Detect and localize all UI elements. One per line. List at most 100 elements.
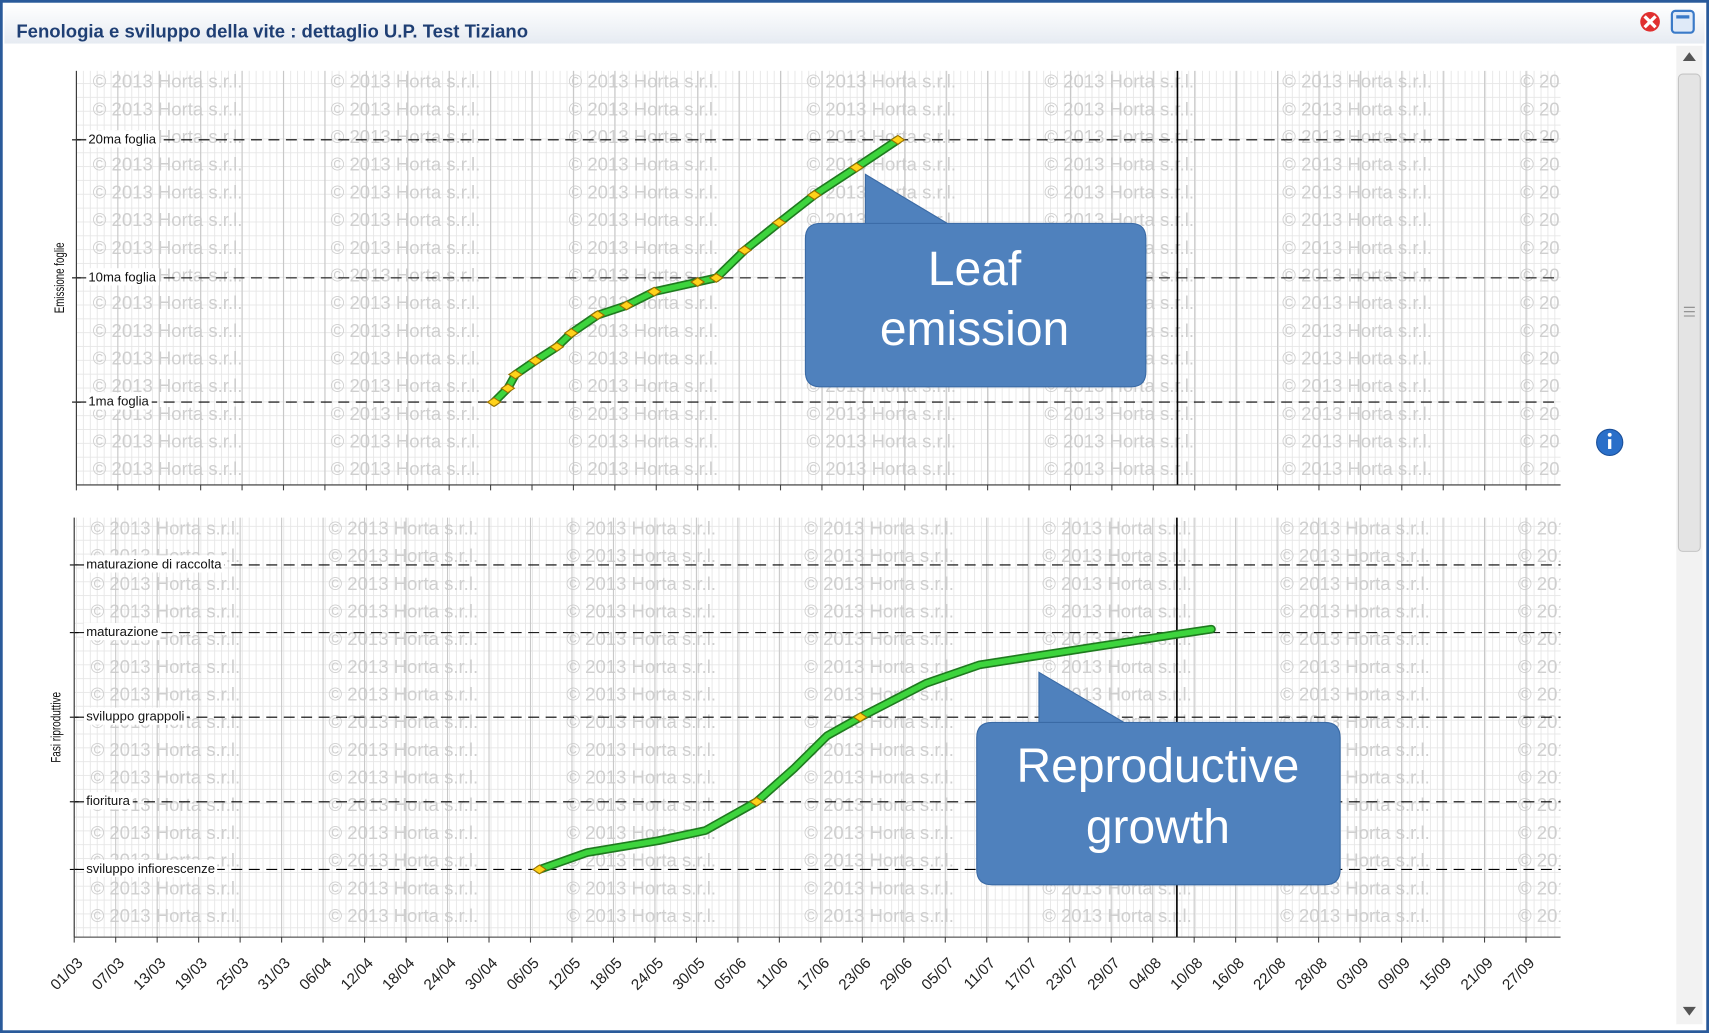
watermark: © 2013 Horta s.r.l.: [93, 320, 243, 341]
y-tick-label-bg: [86, 130, 159, 148]
watermark: © 2013 Horta s.r.l.: [1282, 237, 1432, 258]
watermark: © 2013 Horta s.r.l.: [569, 320, 719, 341]
marker: [486, 397, 502, 408]
watermark: © 2013 Horta s.r.l.: [806, 154, 956, 175]
watermark: © 2013 Horta s.r.l.: [566, 545, 716, 566]
watermark: © 2013 Horta s.r.l.: [331, 154, 481, 175]
watermark: © 2013 Horta s.r.l.: [1520, 237, 1670, 258]
watermark: © 2013 Horta s.r.l.: [328, 794, 478, 815]
watermark: © 2013 Horta s.r.l.: [1518, 739, 1668, 760]
watermark: © 2013 Horta s.r.l.: [328, 877, 478, 898]
watermark: © 2013 Horta s.r.l.: [331, 458, 481, 479]
close-button[interactable]: [1640, 11, 1660, 32]
watermark: © 2013 Horta s.r.l.: [804, 767, 954, 788]
y-axis-title: Fasi riproduttive: [48, 692, 64, 763]
watermark: © 2013 Horta s.r.l.: [1280, 628, 1430, 649]
y-tick-label-bg: [84, 859, 218, 877]
y-tick-label: 1ma foglia: [88, 394, 149, 409]
scrollbar[interactable]: [1676, 45, 1703, 1025]
watermark: © 2013 Horta s.r.l.: [806, 98, 956, 119]
y-tick-label: maturazione di raccolta: [86, 556, 222, 571]
watermark: © 2013 Horta s.r.l.: [1042, 545, 1192, 566]
watermark: © 2013 Horta s.r.l.: [1520, 154, 1670, 175]
watermark: © 2013 Horta s.r.l.: [566, 850, 716, 871]
watermark: © 2013 Horta s.r.l.: [1282, 431, 1432, 452]
watermark: © 2013 Horta s.r.l.: [91, 684, 241, 705]
watermark: © 2013 Horta s.r.l.: [1282, 403, 1432, 424]
callout-text: Leaf: [928, 243, 1022, 296]
watermark: © 2013 Horta s.r.l.: [1520, 264, 1670, 285]
watermark: © 2013 Horta s.r.l.: [1518, 517, 1668, 538]
watermark: © 2013 Horta s.r.l.: [1520, 71, 1670, 92]
watermark: © 2013 Horta s.r.l.: [566, 656, 716, 677]
watermark: © 2013 Horta s.r.l.: [1518, 905, 1668, 926]
y-tick-label-bg: [84, 707, 187, 725]
watermark: © 2013 Horta s.r.l.: [328, 545, 478, 566]
watermark: © 2013 Horta s.r.l.: [91, 656, 241, 677]
watermark: © 2013 Horta s.r.l.: [1280, 905, 1430, 926]
watermark: © 2013 Horta s.r.l.: [328, 517, 478, 538]
watermark: © 2013 Horta s.r.l.: [1282, 292, 1432, 313]
callout-text: growth: [1086, 801, 1230, 854]
watermark: © 2013 Horta s.r.l.: [93, 458, 243, 479]
marker: [737, 245, 753, 256]
watermark: © 2013 Horta s.r.l.: [328, 601, 478, 622]
callout: [804, 173, 1147, 388]
watermark: © 2013 Horta s.r.l.: [1282, 71, 1432, 92]
watermark: © 2013 Horta s.r.l.: [1518, 656, 1668, 677]
watermark: © 2013 Horta s.r.l.: [331, 181, 481, 202]
marker: [646, 286, 662, 297]
watermark: © 2013 Horta s.r.l.: [566, 794, 716, 815]
watermark: © 2013 Horta s.r.l.: [1282, 375, 1432, 396]
marker: [507, 369, 523, 380]
marker: [749, 796, 765, 807]
watermark: © 2013 Horta s.r.l.: [93, 154, 243, 175]
watermark: © 2013 Horta s.r.l.: [91, 739, 241, 760]
watermark: © 2013 Horta s.r.l.: [1044, 181, 1194, 202]
watermark: © 2013 Horta s.r.l.: [93, 347, 243, 368]
marker: [708, 272, 724, 283]
watermark: © 2013 Horta s.r.l.: [328, 739, 478, 760]
watermark: © 2013 Horta s.r.l.: [328, 850, 478, 871]
y-axis-title: Emissione foglie: [52, 242, 68, 313]
callout: [976, 671, 1341, 886]
watermark: © 2013 Horta s.r.l.: [1282, 320, 1432, 341]
watermark: © 2013 Horta s.r.l.: [91, 767, 241, 788]
watermark: © 2013 Horta s.r.l.: [93, 375, 243, 396]
watermark: © 2013 Horta s.r.l.: [1280, 656, 1430, 677]
watermark: © 2013 Horta s.r.l.: [93, 431, 243, 452]
marker: [563, 328, 579, 339]
maximize-button[interactable]: [1670, 9, 1695, 34]
watermark: © 2013 Horta s.r.l.: [331, 209, 481, 230]
watermark: © 2013 Horta s.r.l.: [1044, 98, 1194, 119]
watermark: © 2013 Horta s.r.l.: [328, 711, 478, 732]
info-button[interactable]: [1596, 428, 1624, 457]
watermark: © 2013 Horta s.r.l.: [804, 794, 954, 815]
watermark: © 2013 Horta s.r.l.: [1282, 209, 1432, 230]
watermark: © 2013 Horta s.r.l.: [806, 403, 956, 424]
watermark: © 2013 Horta s.r.l.: [331, 264, 481, 285]
watermark: © 2013 Horta s.r.l.: [93, 181, 243, 202]
watermark: © 2013 Horta s.r.l.: [1282, 347, 1432, 368]
y-tick-label: 10ma foglia: [88, 269, 156, 284]
watermark: © 2013 Horta s.r.l.: [1282, 264, 1432, 285]
watermark: © 2013 Horta s.r.l.: [1280, 517, 1430, 538]
y-tick-label-bg: [84, 792, 133, 810]
watermark: © 2013 Horta s.r.l.: [806, 71, 956, 92]
watermark: © 2013 Horta s.r.l.: [328, 573, 478, 594]
watermark: © 2013 Horta s.r.l.: [1282, 458, 1432, 479]
watermark: © 2013 Horta s.r.l.: [566, 573, 716, 594]
watermark: © 2013 Horta s.r.l.: [1042, 601, 1192, 622]
watermark: © 2013 Horta s.r.l.: [1518, 573, 1668, 594]
watermark: © 2013 Horta s.r.l.: [1520, 98, 1670, 119]
watermark: © 2013 Horta s.r.l.: [1520, 292, 1670, 313]
watermark: © 2013 Horta s.r.l.: [804, 545, 954, 566]
marker: [527, 355, 543, 366]
watermark: © 2013 Horta s.r.l.: [328, 628, 478, 649]
watermark: © 2013 Horta s.r.l.: [1044, 126, 1194, 147]
watermark: © 2013 Horta s.r.l.: [331, 71, 481, 92]
watermark: © 2013 Horta s.r.l.: [1520, 347, 1670, 368]
window-title: Fenologia e sviluppo della vite : dettag…: [16, 21, 528, 42]
watermark: © 2013 Horta s.r.l.: [1518, 822, 1668, 843]
